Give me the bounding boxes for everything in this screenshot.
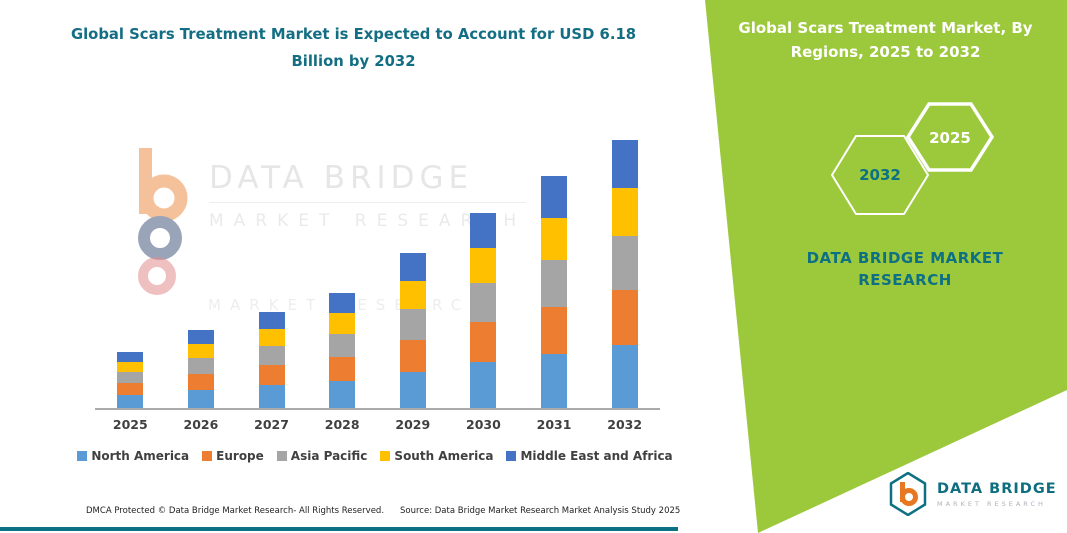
legend-label: North America [91,449,190,463]
x-tick-label: 2025 [112,417,148,432]
bar-segment-south-america [399,281,426,309]
x-axis-labels: 2025 2026 2027 2028 2029 2030 2031 2032 [95,417,660,432]
legend-label: South America [394,449,494,463]
bar-2030 [463,213,503,408]
data-bridge-logo: DATA BRIDGE MARKET RESEARCH [888,472,1057,516]
bar-segment-south-america [611,188,638,236]
year-2032-label: 2032 [859,166,901,184]
legend-swatch [202,451,213,461]
bar-segment-south-america [541,218,568,260]
legend-item: Europe [202,449,264,463]
stacked-bar [541,176,568,408]
bar-segment-middle-east-and-africa [329,293,356,313]
legend-swatch [77,451,88,461]
panel-title: Global Scars Treatment Market, By Region… [738,19,1033,61]
legend-label: Asia Pacific [290,449,368,463]
bar-segment-middle-east-and-africa [541,176,568,218]
bottom-accent-line [0,527,678,531]
stacked-bar [258,312,285,408]
legend-item: Asia Pacific [276,449,368,463]
x-tick-label: 2028 [324,417,360,432]
bar-segment-asia-pacific [611,236,638,290]
x-tick-label: 2029 [395,417,431,432]
bar-segment-europe [541,307,568,354]
bar-segment-europe [117,383,144,395]
logo-title: DATA BRIDGE [937,480,1057,497]
footer-dmca-text: DMCA Protected © Data Bridge Market Rese… [86,506,385,516]
legend-item: Middle East and Africa [506,449,673,463]
bar-2025 [110,352,150,408]
chart-legend: North America Europe Asia Pacific South Ame… [70,449,680,463]
footer-source-text: Source: Data Bridge Market Research Mark… [400,506,681,516]
bar-segment-asia-pacific [541,260,568,307]
legend-item: North America [77,449,189,463]
x-tick-label: 2026 [183,417,219,432]
bar-segment-middle-east-and-africa [470,213,497,248]
bar-segment-europe [611,290,638,345]
plot-area [95,125,660,410]
bar-segment-asia-pacific [117,372,144,383]
bar-2027 [252,312,292,408]
bar-segment-middle-east-and-africa [258,312,285,329]
bar-segment-europe [258,365,285,385]
bar-segment-europe [470,322,497,362]
bar-segment-south-america [117,362,144,372]
bar-segment-asia-pacific [329,334,356,357]
legend-label: Middle East and Africa [520,449,673,463]
year-2025-label: 2025 [929,129,971,147]
stacked-bar [329,293,356,408]
hexagon-2025-icon [905,102,995,172]
logo-text-block: DATA BRIDGE MARKET RESEARCH [937,481,1057,508]
bar-segment-south-america [258,329,285,346]
legend-swatch [506,451,517,461]
bar-segment-asia-pacific [470,283,497,322]
data-bridge-hexagon-b-icon [889,472,927,516]
bar-segment-asia-pacific [187,358,214,374]
stacked-bar [117,352,144,408]
logo-subtitle: MARKET RESEARCH [937,499,1046,508]
stacked-bar [470,213,497,408]
hexagon-2032-icon [830,135,930,215]
bar-segment-middle-east-and-africa [399,253,426,281]
bar-2031 [534,176,574,408]
x-tick-label: 2031 [536,417,572,432]
hexagons-graphic [830,102,995,215]
bar-2028 [322,293,362,408]
legend-label: Europe [216,449,264,463]
x-tick-label: 2032 [607,417,643,432]
x-tick-label: 2027 [254,417,289,432]
bar-2029 [393,253,433,408]
bar-segment-asia-pacific [258,346,285,365]
bar-segment-south-america [187,344,214,358]
bar-segment-north-america [399,372,426,408]
bar-segment-north-america [470,362,497,408]
bar-segment-north-america [258,385,285,408]
bar-2032 [605,140,645,408]
bar-segment-north-america [611,345,638,408]
legend-swatch [380,451,391,461]
stacked-bar [611,140,638,408]
bar-2026 [181,330,221,408]
legend-swatch [276,451,287,461]
chart-title: Global Scars Treatment Market is Expecte… [70,26,637,70]
bar-segment-middle-east-and-africa [611,140,638,188]
bar-segment-europe [399,340,426,372]
legend-item: South America [380,449,493,463]
stacked-bar [399,253,426,408]
bar-segment-north-america [187,390,214,408]
bar-segment-north-america [117,395,144,408]
panel-brand-text: DATA BRIDGE MARKET RESEARCH [806,249,1004,289]
bar-segment-middle-east-and-africa [117,352,144,362]
bar-segment-asia-pacific [399,309,426,340]
stacked-bar [187,330,214,408]
bar-segment-south-america [470,248,497,283]
bar-segment-middle-east-and-africa [187,330,214,344]
bar-segment-north-america [329,381,356,408]
bar-segment-europe [329,357,356,381]
bar-segment-europe [187,374,214,390]
x-tick-label: 2030 [466,417,501,432]
bar-segment-south-america [329,313,356,334]
bar-segment-north-america [541,354,568,408]
